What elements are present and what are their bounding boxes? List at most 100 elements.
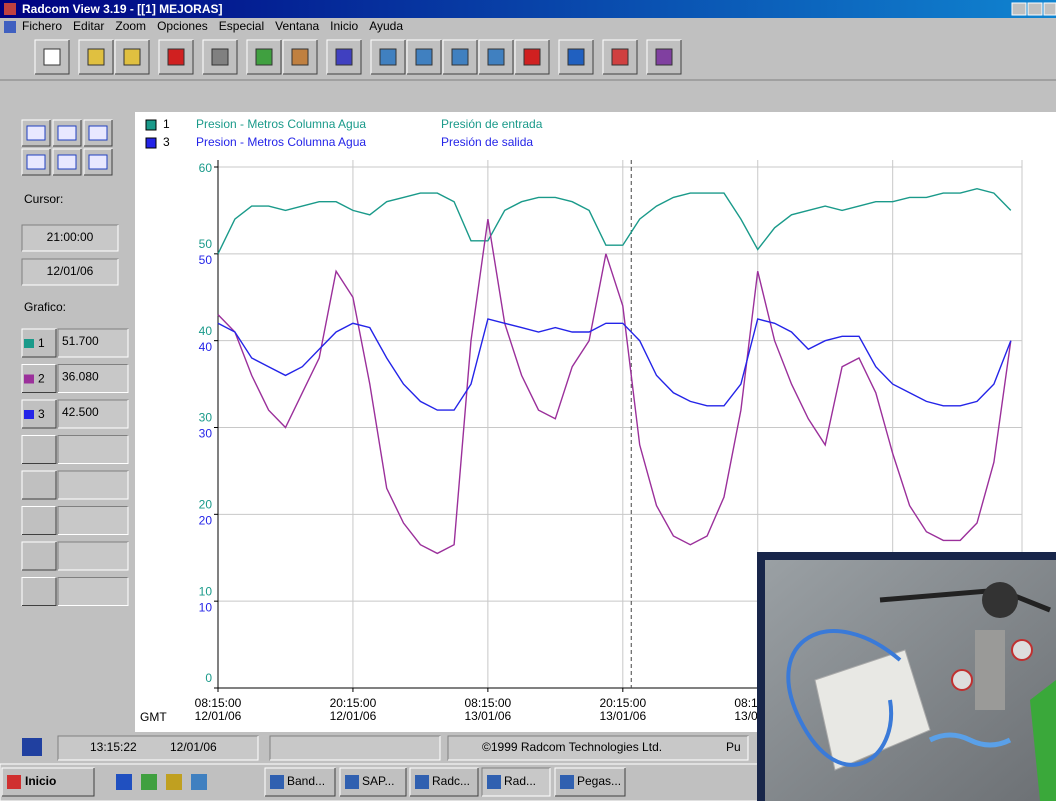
menu-item[interactable]: Ayuda	[369, 19, 403, 33]
window-title: Radcom View 3.19 - [[1] MEJORAS]	[22, 2, 223, 16]
status-copyright: ©1999 Radcom Technologies Ltd.	[482, 740, 662, 754]
photo-overlay	[757, 552, 1056, 801]
channel-button[interactable]	[22, 507, 56, 535]
task-icon	[415, 775, 429, 789]
doc-icon	[4, 21, 16, 33]
toolbar-icon	[256, 49, 272, 65]
x-tick-label: 08:15:00	[195, 696, 242, 710]
menu-item[interactable]: Opciones	[157, 19, 208, 33]
status-icon	[22, 738, 42, 756]
channel-button[interactable]	[22, 542, 56, 570]
channel-id: 2	[38, 372, 45, 386]
chart-type-icon	[27, 126, 45, 140]
photo-gauge	[982, 582, 1018, 618]
cursor-label: Cursor:	[24, 192, 63, 206]
close-button[interactable]	[1044, 3, 1056, 15]
x-tick-label: 20:15:00	[599, 696, 646, 710]
menu-item[interactable]: Fichero	[22, 19, 62, 33]
x-tick-date: 12/01/06	[195, 709, 242, 723]
y-tick-label: 50	[199, 237, 213, 251]
legend-swatch	[146, 138, 156, 148]
start-label[interactable]: Inicio	[25, 774, 56, 788]
menu-item[interactable]: Ventana	[275, 19, 319, 33]
channel-button[interactable]	[22, 471, 56, 499]
status-time: 13:15:22	[90, 740, 137, 754]
toolbar-icon	[568, 49, 584, 65]
task-icon	[560, 775, 574, 789]
legend-name: Presion - Metros Columna Agua	[196, 117, 366, 131]
quick-launch-icon[interactable]	[166, 774, 182, 790]
channel-button[interactable]	[22, 578, 56, 606]
chart-type-icon	[89, 155, 107, 169]
channel-value-box	[58, 578, 128, 606]
status-field	[58, 736, 258, 760]
toolbar-icon	[416, 49, 432, 65]
channel-swatch	[24, 339, 34, 348]
legend-id: 3	[163, 135, 170, 149]
y2-tick-label: 40	[199, 340, 213, 354]
status-extra: Pu	[726, 740, 741, 754]
toolbar-icon	[656, 49, 672, 65]
legend-swatch	[146, 120, 156, 130]
chart-type-icon	[58, 155, 76, 169]
task-label[interactable]: SAP...	[362, 774, 394, 788]
legend-description: Presión de salida	[441, 135, 533, 149]
window-controls	[1012, 3, 1056, 15]
status-field	[270, 736, 440, 760]
x-tick-date: 13/01/06	[465, 709, 512, 723]
y-tick-label: 40	[199, 324, 213, 338]
channel-id: 1	[38, 336, 45, 350]
y-tick-label: 20	[199, 498, 213, 512]
quick-launch-icon[interactable]	[116, 774, 132, 790]
task-label[interactable]: Rad...	[504, 774, 536, 788]
app-icon	[4, 3, 16, 15]
toolbar-icon	[488, 49, 504, 65]
minimize-button[interactable]	[1012, 3, 1026, 15]
y-tick-label: 0	[205, 671, 212, 685]
chart-type-icon	[89, 126, 107, 140]
channel-swatch	[24, 375, 34, 384]
toolbar-icon	[612, 49, 628, 65]
legend-name: Presion - Metros Columna Agua	[196, 135, 366, 149]
status-date: 12/01/06	[170, 740, 217, 754]
maximize-button[interactable]	[1028, 3, 1042, 15]
menu-item[interactable]: Editar	[73, 19, 104, 33]
channel-value: 36.080	[62, 370, 99, 384]
photo-gauge	[952, 670, 972, 690]
toolbar-icon	[336, 49, 352, 65]
toolbar-icon	[524, 49, 540, 65]
toolbar-icon	[168, 49, 184, 65]
legend-id: 1	[163, 117, 170, 131]
toolbar-icon	[292, 49, 308, 65]
x-tick-label: 08:15:00	[465, 696, 512, 710]
photo-valve	[975, 630, 1005, 710]
x-axis-label: GMT	[140, 710, 167, 724]
toolbar-icon	[88, 49, 104, 65]
channel-value-box	[58, 436, 128, 464]
y2-tick-label: 50	[199, 253, 213, 267]
channel-id: 3	[38, 407, 45, 421]
toolbar-icon	[452, 49, 468, 65]
task-icon	[487, 775, 501, 789]
toolbar-icon	[124, 49, 140, 65]
channel-value: 51.700	[62, 334, 99, 348]
y-tick-label: 60	[199, 161, 213, 175]
graph-label: Grafico:	[24, 300, 66, 314]
quick-launch-icon[interactable]	[141, 774, 157, 790]
y-tick-label: 10	[199, 584, 213, 598]
menu-item[interactable]: Inicio	[330, 19, 358, 33]
chart-type-icon	[27, 155, 45, 169]
toolbar	[35, 40, 681, 74]
channel-button[interactable]	[22, 436, 56, 464]
x-tick-date: 12/01/06	[330, 709, 377, 723]
task-label[interactable]: Band...	[287, 774, 325, 788]
channel-swatch	[24, 410, 34, 419]
quick-launch-icon[interactable]	[191, 774, 207, 790]
task-icon	[270, 775, 284, 789]
menu-item[interactable]: Especial	[219, 19, 264, 33]
task-label[interactable]: Radc...	[432, 774, 470, 788]
task-label[interactable]: Pegas...	[577, 774, 621, 788]
y-tick-label: 30	[199, 411, 213, 425]
photo-gauge	[1012, 640, 1032, 660]
menu-item[interactable]: Zoom	[115, 19, 146, 33]
